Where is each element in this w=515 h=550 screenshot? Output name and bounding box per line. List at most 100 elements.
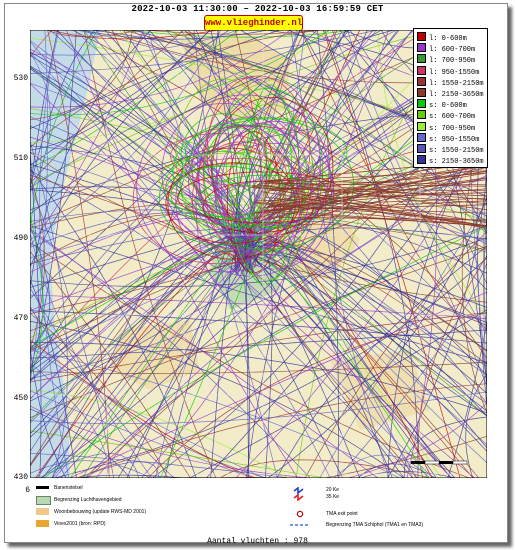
- flight-track: [249, 254, 487, 326]
- urban-area: [330, 350, 430, 430]
- legend-item: l: 0-600m: [417, 32, 467, 43]
- legend-item: s: 600-700m: [417, 110, 476, 122]
- legend-label: l: 0-600m: [429, 35, 467, 43]
- flight-track: [30, 40, 434, 478]
- y-tick-label: 510: [13, 154, 28, 163]
- flight-track: [30, 30, 211, 151]
- flight-track: [257, 177, 487, 214]
- flight-track: [95, 30, 487, 464]
- flight-track: [203, 127, 270, 222]
- flight-track: [30, 30, 98, 231]
- flight-track: [255, 201, 487, 222]
- flight-track: [53, 257, 487, 478]
- flight-track: [30, 30, 380, 74]
- flight-track: [237, 30, 416, 275]
- legend-item: l: 2150-3650m: [417, 88, 484, 99]
- legend-label: l: 950-1550m: [429, 68, 480, 77]
- runway-swatch: [36, 486, 49, 489]
- legend-label: s: 1550-2150m: [429, 147, 484, 155]
- flight-track: [30, 310, 487, 344]
- flight-track: [322, 435, 487, 478]
- flight-count: Aantal vluchten : 978: [207, 537, 308, 546]
- vinex-swatch: [36, 520, 49, 527]
- flight-track: [188, 124, 294, 239]
- flight-track: [30, 51, 255, 259]
- flight-track: [30, 312, 169, 478]
- y-tick-label: 490: [13, 234, 28, 243]
- legend-label: s: 0-600m: [429, 102, 467, 111]
- flight-track: [30, 30, 152, 292]
- flight-track: [85, 237, 487, 478]
- legend-label: l: 600-700m: [429, 46, 476, 55]
- flight-track: [322, 30, 461, 478]
- flight-track: [79, 30, 270, 40]
- flight-track: [147, 312, 487, 478]
- flight-track: [30, 51, 51, 193]
- flight-track: [73, 30, 243, 248]
- legend-label: l: 1550-2150m: [429, 79, 484, 88]
- flight-track: [30, 30, 222, 241]
- legend-item: s: 950-1550m: [417, 132, 480, 144]
- legend-label: s: 950-1550m: [429, 135, 480, 144]
- flight-track: [260, 204, 487, 211]
- flight-track: [30, 248, 255, 339]
- legend-item: l: 950-1550m: [417, 65, 480, 77]
- flight-track: [30, 136, 248, 250]
- flight-track: [30, 30, 185, 184]
- flight-track: [30, 214, 44, 377]
- flight-track: [83, 30, 217, 478]
- legend-item: s: 1550-2150m: [417, 144, 484, 155]
- flight-track: [30, 320, 405, 478]
- airport-boundary-swatch: [36, 496, 51, 505]
- flight-track: [360, 471, 457, 478]
- altitude-legend: l: 0-600m l: 600-700m l: 700-950m l: 950-15…: [413, 28, 488, 168]
- flight-track: [260, 170, 487, 182]
- flight-track: [167, 147, 296, 260]
- flight-track: [403, 416, 487, 478]
- legend-label: s: 700-950m: [429, 124, 476, 133]
- legend-swatch: [417, 88, 426, 97]
- legend-label: s: 600-700m: [429, 113, 476, 122]
- legend-swatch: [417, 76, 426, 86]
- flight-track: [30, 145, 247, 263]
- y-tick-label: 450: [13, 394, 28, 403]
- flight-track: [75, 383, 487, 478]
- legend-swatch: [417, 54, 426, 64]
- flight-track: [46, 30, 141, 38]
- flight-track: [269, 179, 487, 186]
- flight-track: [377, 30, 487, 318]
- flight-track: [30, 294, 487, 319]
- flight-track: [267, 172, 487, 192]
- flight-track: [267, 170, 487, 207]
- flight-track: [30, 30, 53, 58]
- flight-track: [267, 179, 487, 207]
- flight-track: [188, 309, 487, 478]
- legend-item: l: 1550-2150m: [417, 76, 484, 88]
- tma-boundary-swatch: [290, 524, 310, 526]
- flight-track: [30, 30, 59, 194]
- flight-track: [220, 122, 303, 259]
- legend-swatch: [417, 99, 426, 109]
- flight-track: [30, 182, 115, 478]
- flight-track: [483, 206, 487, 336]
- flight-track: [30, 230, 153, 478]
- flight-track: [266, 187, 487, 229]
- flight-track: [30, 146, 487, 380]
- urban-area: [110, 320, 200, 390]
- legend-swatch: [417, 144, 426, 153]
- flight-track: [30, 251, 191, 478]
- flight-track: [249, 268, 452, 478]
- flight-track: [30, 346, 265, 478]
- flight-track: [267, 195, 487, 478]
- flight-track: [30, 262, 247, 352]
- x-tick-label: 60: [18, 486, 42, 495]
- flight-track: [30, 279, 77, 478]
- flight-track: [30, 30, 96, 190]
- flight-track: [78, 461, 159, 478]
- time-range-title: 2022-10-03 11:30:00 – 2022-10-03 16:59:5…: [131, 4, 384, 14]
- legend-item: l: 700-950m: [417, 54, 475, 65]
- y-tick-label: 530: [13, 74, 28, 83]
- flight-track: [158, 151, 287, 246]
- flight-track: [317, 30, 339, 478]
- site-link[interactable]: www.vlieghinder.nl: [204, 15, 303, 31]
